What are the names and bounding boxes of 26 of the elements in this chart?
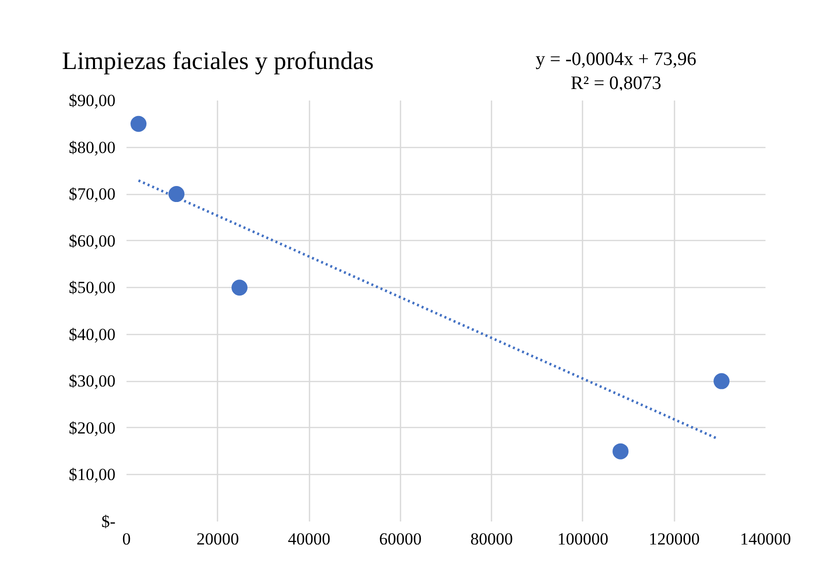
y-tick-label: $40,00 — [68, 324, 116, 344]
x-tick-label: 80000 — [470, 530, 513, 548]
text: y = -0,0004x + 73,96 — [536, 48, 696, 72]
chart-title: Limpiezas faciales y profundas — [62, 47, 374, 77]
y-tick-label: $- — [101, 512, 116, 531]
x-tick-label: 140000 — [740, 530, 791, 548]
x-tick-label: 0 — [122, 530, 131, 548]
point — [612, 443, 629, 460]
point — [130, 116, 147, 132]
y-tick-label: $70,00 — [68, 184, 116, 204]
y-tick-label: $50,00 — [68, 278, 116, 298]
y-tick-label: $80,00 — [68, 138, 116, 157]
x-tick-label: 120000 — [648, 530, 700, 548]
point — [168, 186, 184, 202]
x-tick-label: 100000 — [557, 530, 608, 548]
y-tick-label: $20,00 — [68, 418, 116, 438]
x-tick-label: 20000 — [196, 530, 240, 548]
x-tick-label: 40000 — [288, 530, 330, 548]
y-tick-label: $60,00 — [68, 231, 116, 250]
point — [232, 280, 248, 296]
y-tick-label: $90,00 — [68, 91, 116, 110]
y-tick-label: $10,00 — [68, 465, 116, 484]
text: R² = 0,8073 — [570, 72, 662, 96]
y-tick-label: $30,00 — [68, 372, 116, 391]
point — [714, 373, 730, 390]
x-tick-label: 60000 — [379, 530, 422, 548]
